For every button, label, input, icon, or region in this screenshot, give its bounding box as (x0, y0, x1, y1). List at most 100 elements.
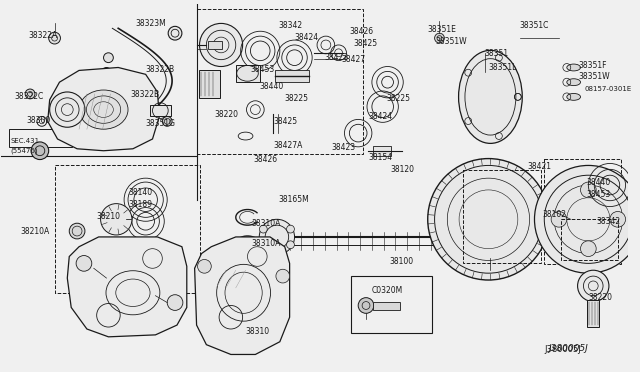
Text: J380005J: J380005J (548, 343, 588, 353)
Text: 38220: 38220 (214, 110, 238, 119)
Text: 38425: 38425 (273, 118, 297, 126)
Text: 38102: 38102 (542, 209, 566, 218)
Circle shape (276, 269, 290, 283)
Bar (54, 166, 200, 293)
Circle shape (25, 89, 35, 99)
Text: 38440: 38440 (259, 82, 284, 91)
Polygon shape (48, 67, 159, 151)
Ellipse shape (79, 90, 128, 129)
Bar (561, 219, 618, 260)
Text: 38165M: 38165M (279, 195, 310, 204)
Text: 38323M: 38323M (136, 19, 166, 28)
Text: 38423: 38423 (324, 53, 348, 62)
Bar (209, 41, 222, 49)
Text: 38427: 38427 (342, 55, 365, 64)
Text: 38427A: 38427A (273, 141, 302, 150)
Bar (373, 302, 400, 310)
Bar (373, 146, 390, 155)
Text: 38421: 38421 (527, 163, 552, 171)
Polygon shape (195, 237, 290, 355)
Text: 08157-0301E: 08157-0301E (584, 86, 632, 92)
Circle shape (31, 142, 49, 160)
Text: 38453: 38453 (250, 65, 275, 74)
Ellipse shape (269, 232, 291, 250)
Text: 38426: 38426 (253, 155, 278, 164)
Text: 38351: 38351 (484, 49, 509, 58)
Circle shape (259, 241, 268, 249)
Text: J380005J: J380005J (544, 345, 581, 354)
Circle shape (610, 211, 625, 227)
Text: 38342: 38342 (596, 217, 620, 226)
Text: 38351W: 38351W (436, 37, 467, 46)
Text: 38100: 38100 (390, 257, 413, 266)
Circle shape (580, 241, 596, 257)
Circle shape (287, 225, 294, 233)
Circle shape (100, 203, 132, 235)
Circle shape (551, 211, 567, 227)
Bar (236, 65, 260, 82)
Bar (588, 299, 599, 327)
Text: (55476): (55476) (10, 148, 38, 154)
Circle shape (167, 295, 183, 310)
Text: 38154: 38154 (368, 153, 392, 162)
Text: 38225: 38225 (285, 94, 308, 103)
Ellipse shape (567, 64, 580, 71)
Text: 38210A: 38210A (20, 227, 49, 236)
Text: 38351C: 38351C (520, 22, 549, 31)
Text: 38300: 38300 (26, 116, 51, 125)
Circle shape (200, 23, 243, 67)
Bar (198, 70, 220, 98)
Text: 38322B: 38322B (130, 90, 159, 99)
Text: 38189: 38189 (128, 200, 152, 209)
Text: 38351W: 38351W (579, 73, 610, 81)
Text: 38453: 38453 (586, 190, 611, 199)
Text: 38310: 38310 (246, 327, 269, 336)
Bar (275, 70, 309, 82)
Bar (150, 105, 171, 116)
Text: 38424: 38424 (368, 112, 392, 121)
Circle shape (93, 73, 104, 82)
Ellipse shape (459, 50, 522, 143)
Bar (351, 276, 431, 333)
Text: 38351F: 38351F (579, 61, 607, 70)
Circle shape (534, 166, 640, 273)
Text: 38120: 38120 (390, 166, 415, 174)
Bar (544, 158, 621, 264)
Circle shape (104, 53, 113, 62)
Ellipse shape (472, 234, 490, 248)
Text: 38310A: 38310A (252, 239, 281, 248)
Text: 38425: 38425 (353, 39, 378, 48)
Ellipse shape (567, 79, 580, 86)
Circle shape (259, 219, 294, 254)
Circle shape (198, 259, 211, 273)
Circle shape (49, 32, 60, 44)
Circle shape (580, 182, 596, 198)
Circle shape (577, 270, 609, 302)
Circle shape (76, 256, 92, 271)
Text: C0320M: C0320M (372, 286, 403, 295)
Text: 38140: 38140 (128, 188, 152, 197)
Bar (196, 9, 363, 154)
Bar (8, 129, 72, 147)
Circle shape (50, 92, 85, 127)
Text: 38423: 38423 (332, 143, 356, 152)
Text: 38322C: 38322C (15, 92, 44, 101)
Text: 38310A: 38310A (252, 219, 281, 228)
Text: 38220: 38220 (588, 293, 612, 302)
Polygon shape (67, 237, 187, 337)
Text: 38424: 38424 (294, 33, 319, 42)
Circle shape (168, 26, 182, 40)
Ellipse shape (567, 93, 580, 100)
Text: 38322A: 38322A (28, 31, 58, 40)
Text: 38225: 38225 (387, 94, 411, 103)
Circle shape (259, 225, 268, 233)
Circle shape (287, 241, 294, 249)
Bar (463, 170, 541, 263)
Text: 38351L: 38351L (488, 62, 517, 71)
Circle shape (358, 298, 374, 313)
Circle shape (435, 33, 444, 43)
Text: 38210: 38210 (97, 212, 121, 221)
Circle shape (428, 158, 549, 280)
Text: 38351G: 38351G (146, 119, 175, 128)
Text: SEC.431: SEC.431 (10, 138, 40, 144)
